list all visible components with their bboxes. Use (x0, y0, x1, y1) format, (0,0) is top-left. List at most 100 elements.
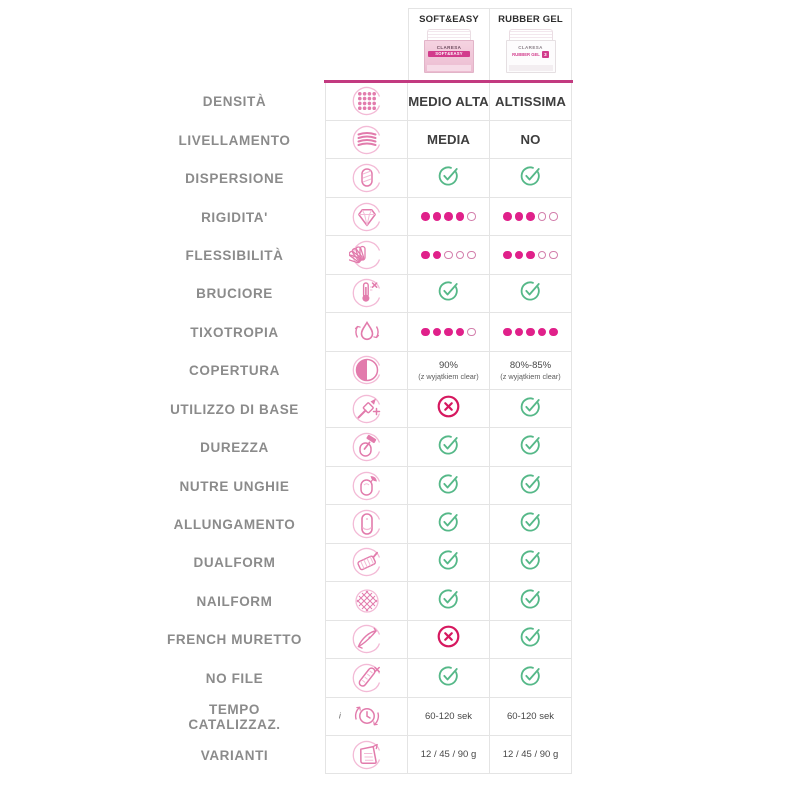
dot-filled (455, 212, 465, 221)
value-text: ALTISSIMA (495, 93, 566, 109)
table-row-densit: DENSITÀ MEDIO ALTA ALTISSIMA (0, 82, 800, 121)
dot-filled (444, 327, 453, 337)
accent-divider-line (324, 80, 573, 83)
nail-nourish-icon (349, 468, 385, 504)
density-icon (349, 83, 385, 119)
value-cell-softeasy (408, 620, 490, 660)
value-text: 60-120 sek (506, 710, 554, 722)
check-icon (437, 664, 460, 692)
value-cell-rubbergel: 80%-85% (z wyjątkiem clear) (490, 351, 572, 390)
row-label: TEMPO CATALIZZAZ. (188, 701, 281, 732)
row-icon-cell (325, 390, 408, 429)
value-cell-softeasy: 12 / 45 / 90 g (408, 735, 490, 775)
row-label: TIXOTROPIA (190, 324, 279, 340)
value-cell-softeasy (408, 274, 490, 314)
dots-rating (503, 327, 558, 337)
row-label: ALLUNGAMENTO (173, 517, 296, 533)
value-cell-rubbergel (490, 582, 572, 621)
rigidity-icon (349, 199, 385, 235)
row-icon-cell (325, 159, 408, 198)
cross-icon (436, 394, 461, 424)
value-text: 12 / 45 / 90 g (420, 749, 477, 761)
dot-filled (444, 212, 453, 221)
row-icon-cell (325, 197, 408, 237)
dot-filled (514, 250, 524, 260)
dot-filled (432, 212, 442, 221)
dot-filled (432, 327, 442, 337)
value-cell-softeasy (408, 428, 490, 467)
dot-empty (549, 250, 558, 260)
jar-label: RUBBER GEL (512, 51, 540, 57)
dot-filled (549, 327, 558, 337)
hardness-icon (349, 429, 385, 465)
french-nipper-icon (349, 621, 385, 657)
dots-rating (421, 327, 476, 337)
flexibility-icon (348, 237, 385, 273)
jar-foot (427, 65, 471, 71)
table-row-rigidita: RIGIDITA' (0, 197, 800, 237)
row-icon-cell (325, 428, 408, 467)
check-icon (437, 433, 460, 461)
value-cell-rubbergel (490, 428, 572, 467)
dot-empty (467, 327, 476, 337)
value-subtext: (z wyjątkiem clear) (500, 371, 561, 381)
dot-filled (503, 327, 512, 337)
value-cell-rubbergel (490, 313, 572, 352)
value-cell-rubbergel (490, 505, 572, 544)
dots-rating (421, 212, 476, 221)
value-cell-rubbergel (490, 274, 572, 314)
dot-filled (503, 212, 512, 221)
value-text: 90% (438, 359, 458, 371)
row-label: DENSITÀ (202, 94, 267, 110)
dot-empty (537, 250, 547, 260)
info-note: i (339, 711, 341, 721)
check-icon (519, 164, 542, 192)
value-cell-rubbergel: 12 / 45 / 90 g (490, 735, 572, 775)
row-label: UTILIZZO DI BASE (170, 401, 299, 417)
header-spacer (0, 8, 408, 80)
row-icon-cell (325, 351, 408, 390)
jar-brand-text: CLARESA (518, 45, 543, 50)
jar-label-text: SOFT&EASY (428, 51, 470, 57)
value-cell-rubbergel (490, 620, 572, 660)
row-label: NO FILE (205, 670, 264, 686)
dots-rating (503, 250, 558, 260)
table-row-allungamento: ALLUNGAMENTO (0, 505, 800, 544)
row-icon-cell (325, 274, 408, 314)
jar-brand-text: CLARESA (436, 45, 462, 50)
dot-empty (444, 250, 453, 260)
row-icon-cell (325, 466, 408, 506)
value-cell-rubbergel (490, 659, 572, 698)
softeasy-jar-image: CLARESA SOFT&EASY (423, 29, 475, 73)
leveling-icon (349, 122, 385, 158)
value-cell-softeasy (408, 505, 490, 544)
base-use-icon (349, 391, 385, 427)
jar-lid (427, 29, 471, 40)
value-text: 12 / 45 / 90 g (502, 749, 559, 761)
row-icon-cell (325, 543, 408, 583)
value-cell-softeasy (408, 466, 490, 506)
dot-filled (455, 327, 465, 337)
table-row-french-muretto: FRENCH MURETTO (0, 620, 800, 660)
check-icon (519, 587, 542, 615)
table-row-nutre-unghie: NUTRE UNGHIE (0, 466, 800, 506)
value-cell-rubbergel (490, 543, 572, 583)
dot-filled (421, 212, 430, 221)
measuring-cup-icon (349, 737, 385, 773)
table-row-durezza: DUREZZA (0, 428, 800, 467)
cross-icon (436, 624, 461, 654)
product-header: SOFT&EASY CLARESA SOFT&EASY RUBBER GEL C… (0, 8, 572, 80)
dualform-icon (349, 544, 385, 580)
product-column-softeasy: SOFT&EASY CLARESA SOFT&EASY (408, 8, 490, 80)
check-icon (519, 625, 542, 653)
dot-filled (421, 250, 430, 260)
check-icon (519, 395, 542, 423)
jar-body: CLARESA RUBBER GEL 3 (505, 40, 556, 73)
table-row-bruciore: BRUCIORE (0, 274, 800, 314)
table-row-tixotropia: TIXOTROPIA (0, 313, 800, 352)
table-row-livellamento: LIVELLAMENTO MEDIA NO (0, 120, 800, 160)
check-icon (519, 548, 542, 576)
value-cell-softeasy: 90% (z wyjątkiem clear) (408, 351, 490, 390)
row-label: DUALFORM (193, 555, 276, 571)
